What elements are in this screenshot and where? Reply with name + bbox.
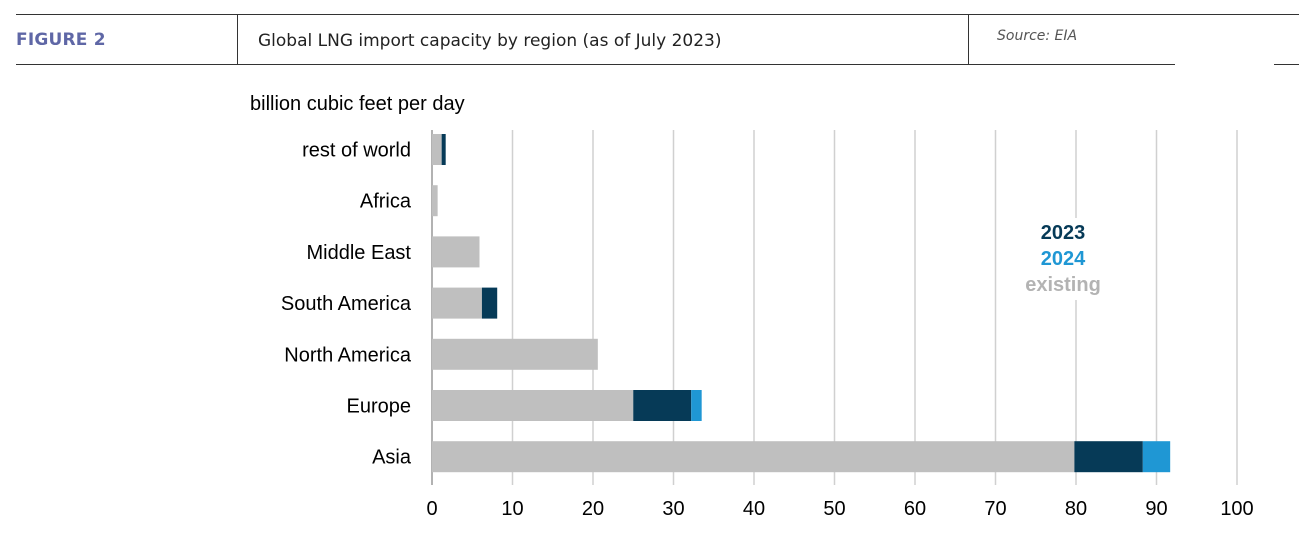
x-tick-label-20: 20	[582, 498, 604, 520]
bar-africa-existing	[432, 185, 438, 217]
x-tick-label-30: 30	[662, 498, 684, 520]
x-tick-label-80: 80	[1065, 498, 1087, 520]
bars	[432, 134, 1171, 473]
header-bottom-rule-left	[16, 64, 1175, 65]
bar-rest-of-world-2023	[441, 134, 446, 165]
x-tick-label-10: 10	[501, 498, 523, 520]
axis-unit-label: billion cubic feet per day	[250, 93, 465, 115]
category-label-middle-east: Middle East	[307, 242, 412, 264]
figure-source: Source: EIA	[997, 28, 1078, 44]
bar-europe-existing	[432, 390, 634, 421]
x-tick-label-100: 100	[1220, 498, 1253, 520]
x-tick-label-50: 50	[823, 498, 845, 520]
x-tick-label-0: 0	[426, 498, 437, 520]
x-tick-labels: 0 10 20 30 40 50 60 70 80 90 100	[426, 498, 1253, 520]
header-separator-2	[968, 14, 969, 64]
category-label-europe: Europe	[347, 396, 412, 418]
bar-north-america-existing	[432, 338, 598, 370]
grid-lines	[431, 130, 1238, 485]
legend: 2023 2024 existing	[998, 218, 1128, 300]
bar-asia-2023	[1074, 441, 1143, 473]
x-tick-label-70: 70	[984, 498, 1006, 520]
bar-europe-2024	[691, 390, 702, 421]
category-labels: rest of world Africa Middle East South Amer…	[281, 140, 412, 469]
category-label-rest-of-world: rest of world	[302, 140, 411, 162]
bar-south-america-2023	[481, 287, 498, 319]
bar-rest-of-world-existing	[432, 134, 442, 165]
figure-label: FIGURE 2	[16, 30, 106, 50]
category-label-asia: Asia	[372, 447, 412, 469]
bar-south-america-existing	[432, 287, 482, 319]
bar-middle-east-existing	[432, 236, 480, 268]
x-tick-label-60: 60	[904, 498, 926, 520]
legend-item-2024: 2024	[1040, 248, 1086, 270]
bar-europe-2023	[633, 390, 692, 421]
bar-asia-existing	[432, 441, 1075, 473]
x-tick-label-40: 40	[743, 498, 765, 520]
category-label-south-america: South America	[281, 293, 412, 315]
legend-item-existing: existing	[1025, 274, 1101, 296]
bar-asia-2024	[1142, 441, 1171, 473]
header-separator-1	[237, 14, 238, 64]
category-label-north-america: North America	[284, 344, 412, 366]
header-bottom-rule-right	[1274, 64, 1299, 65]
legend-item-2023: 2023	[1040, 222, 1086, 244]
category-label-africa: Africa	[360, 191, 412, 213]
figure-title: Global LNG import capacity by region (as…	[258, 31, 722, 51]
x-tick-label-90: 90	[1145, 498, 1167, 520]
header-top-rule	[16, 14, 1299, 15]
